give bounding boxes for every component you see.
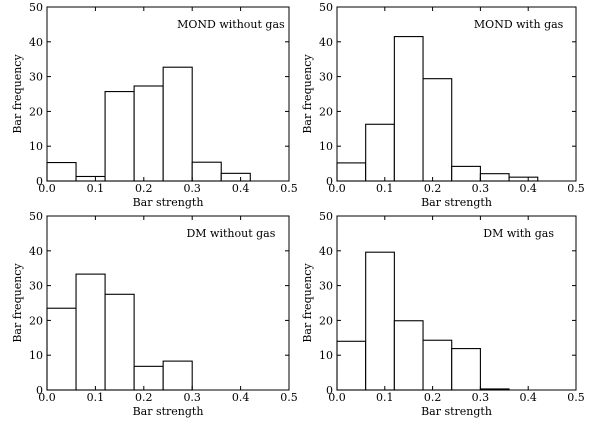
panel-mond-with-gas: 0.0 0.1 0.2 0.3 0.4 0.5 0 10 20 30 40 50 Bar strengt… — [301, 1, 585, 209]
x-tick-label: 0.2 — [424, 391, 442, 404]
histogram-bar — [422, 339, 453, 391]
x-tick-label: 0.5 — [567, 391, 585, 404]
y-tick-label: 0 — [36, 175, 43, 188]
x-tick-label: 0.1 — [376, 182, 394, 195]
x-tick-label: 0.1 — [376, 391, 394, 404]
x-tick-label: 0.0 — [38, 182, 56, 195]
y-tick-label: 10 — [29, 349, 43, 362]
histogram-bar — [508, 176, 539, 182]
axes-frame — [46, 6, 290, 182]
x-axis-label: Bar strength — [421, 196, 492, 209]
histogram-bar — [393, 320, 424, 391]
y-tick-label: 20 — [29, 105, 43, 118]
x-tick-label: 0.4 — [232, 182, 250, 195]
histogram-bar — [451, 165, 481, 182]
histogram-bar — [479, 173, 510, 182]
histogram-bar — [336, 340, 367, 391]
y-tick-label: 0 — [326, 175, 333, 188]
y-tick-label: 40 — [29, 245, 43, 258]
y-tick-label: 50 — [319, 210, 333, 223]
histogram-bar — [75, 273, 106, 391]
x-axis-label: Bar strength — [133, 405, 204, 418]
panel-dm-with-gas: 0.0 0.1 0.2 0.3 0.4 0.5 0 10 20 30 40 50 Bar strengt… — [301, 210, 585, 418]
x-tick-label: 0.5 — [567, 182, 585, 195]
x-tick-label: 0.2 — [135, 182, 153, 195]
axes-frame — [46, 215, 290, 391]
x-tick-label: 0.3 — [183, 182, 201, 195]
x-axis-label: Bar strength — [133, 196, 204, 209]
y-tick-label: 50 — [319, 1, 333, 14]
y-tick-label: 30 — [29, 71, 43, 84]
x-tick-label: 0.5 — [280, 182, 298, 195]
panel-title: DM with gas — [483, 227, 554, 240]
axes-frame — [336, 6, 577, 182]
panel-dm-without-gas: 0.0 0.1 0.2 0.3 0.4 0.5 0 10 20 30 40 50 Bar strengt… — [11, 210, 298, 418]
x-tick-label: 0.0 — [328, 391, 346, 404]
y-tick-label: 30 — [319, 280, 333, 293]
histogram-bar — [365, 251, 395, 391]
histogram-bar — [162, 66, 193, 182]
y-tick-label: 50 — [29, 1, 43, 14]
x-tick-label: 0.3 — [183, 391, 201, 404]
axes-frame — [336, 215, 577, 391]
x-tick-label: 0.3 — [472, 391, 490, 404]
panel-title: DM without gas — [186, 227, 275, 240]
x-tick-label: 0.1 — [87, 391, 105, 404]
y-axis-label: Bar frequency — [11, 54, 24, 134]
histogram-bar — [133, 85, 164, 182]
histogram-bar — [336, 162, 367, 182]
y-tick-label: 0 — [36, 384, 43, 397]
histogram-bar — [75, 175, 106, 182]
y-tick-label: 40 — [319, 36, 333, 49]
x-tick-label: 0.1 — [87, 182, 105, 195]
histogram-bar — [162, 360, 193, 391]
x-tick-label: 0.3 — [472, 182, 490, 195]
x-tick-label: 0.5 — [280, 391, 298, 404]
histogram-bar — [133, 365, 164, 391]
histogram-bar — [191, 161, 222, 182]
histogram-bar — [104, 293, 135, 391]
y-tick-label: 40 — [319, 245, 333, 258]
y-tick-label: 40 — [29, 36, 43, 49]
histogram-bar — [451, 348, 481, 391]
histogram-bar — [220, 172, 251, 182]
x-tick-label: 0.0 — [328, 182, 346, 195]
x-tick-label: 0.2 — [424, 182, 442, 195]
x-axis-label: Bar strength — [421, 405, 492, 418]
x-tick-label: 0.0 — [38, 391, 56, 404]
panel-title: MOND with gas — [474, 18, 564, 31]
histogram-bar — [365, 123, 395, 182]
x-tick-label: 0.2 — [135, 391, 153, 404]
x-tick-label: 0.4 — [519, 182, 537, 195]
y-tick-label: 20 — [319, 105, 333, 118]
y-tick-label: 30 — [319, 71, 333, 84]
x-tick-label: 0.4 — [519, 391, 537, 404]
panel-title: MOND without gas — [177, 18, 285, 31]
histogram-bar — [422, 78, 453, 182]
y-tick-label: 20 — [29, 314, 43, 327]
y-tick-label: 0 — [326, 384, 333, 397]
histogram-bar — [46, 307, 77, 391]
y-tick-label: 10 — [319, 140, 333, 153]
y-axis-label: Bar frequency — [301, 263, 314, 343]
y-axis-label: Bar frequency — [301, 54, 314, 134]
x-tick-label: 0.4 — [232, 391, 250, 404]
y-tick-label: 50 — [29, 210, 43, 223]
histogram-bar — [393, 36, 424, 182]
y-tick-label: 20 — [319, 314, 333, 327]
y-axis-label: Bar frequency — [11, 263, 24, 343]
y-tick-label: 10 — [319, 349, 333, 362]
histogram-bar — [46, 162, 77, 182]
histogram-bar — [104, 91, 135, 182]
y-tick-label: 30 — [29, 280, 43, 293]
panel-mond-without-gas: 0.0 0.1 0.2 0.3 0.4 0.5 0 10 20 30 40 50 Bar strengt… — [11, 1, 298, 209]
y-tick-label: 10 — [29, 140, 43, 153]
